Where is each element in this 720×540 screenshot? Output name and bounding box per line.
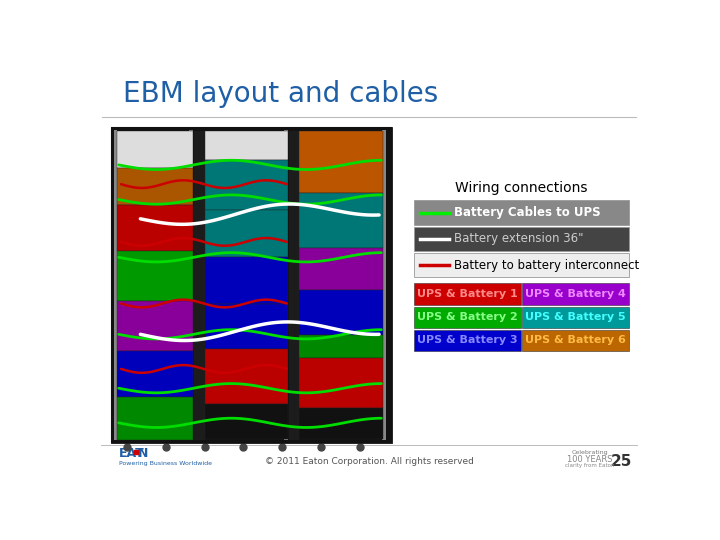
Text: UPS & Battery 6: UPS & Battery 6 — [525, 335, 626, 346]
Bar — [112, 128, 391, 442]
Bar — [117, 131, 193, 168]
Text: Battery Cables to UPS: Battery Cables to UPS — [454, 206, 601, 219]
Text: UPS & Battery 2: UPS & Battery 2 — [417, 312, 518, 322]
Text: Wiring connections: Wiring connections — [456, 181, 588, 195]
Text: UPS & Battery 3: UPS & Battery 3 — [417, 335, 518, 346]
Bar — [414, 330, 521, 351]
Bar — [204, 404, 289, 439]
Bar — [117, 251, 193, 301]
Text: N: N — [138, 447, 148, 460]
Text: 25: 25 — [611, 454, 632, 469]
Bar — [289, 130, 300, 440]
Bar — [204, 256, 289, 304]
Text: © 2011 Eaton Corporation. All rights reserved: © 2011 Eaton Corporation. All rights res… — [264, 457, 474, 466]
Text: Battery to battery interconnect: Battery to battery interconnect — [454, 259, 639, 272]
Bar — [300, 408, 383, 439]
Bar — [193, 130, 204, 440]
Bar — [522, 284, 629, 305]
Text: UPS & Battery 4: UPS & Battery 4 — [525, 289, 626, 299]
Bar — [414, 253, 629, 278]
Bar — [414, 284, 521, 305]
Bar — [300, 335, 383, 358]
Bar — [204, 131, 289, 160]
Text: Battery extension 36": Battery extension 36" — [454, 232, 584, 245]
Bar — [414, 200, 629, 225]
Text: 100 YEARS: 100 YEARS — [567, 455, 613, 463]
Text: Powering Business Worldwide: Powering Business Worldwide — [119, 461, 212, 466]
Bar — [300, 193, 383, 248]
Bar — [522, 330, 629, 351]
Bar — [300, 291, 383, 335]
Bar — [112, 128, 391, 442]
Bar — [382, 130, 386, 440]
Bar — [204, 304, 289, 349]
Bar — [117, 397, 193, 440]
Text: UPS & Battery 5: UPS & Battery 5 — [525, 312, 626, 322]
Bar — [114, 130, 117, 440]
Text: clarity from Eaton: clarity from Eaton — [565, 463, 615, 469]
Text: EBM layout and cables: EBM layout and cables — [122, 80, 438, 108]
Bar — [204, 349, 289, 404]
Bar — [414, 307, 521, 328]
Bar — [117, 168, 193, 205]
Bar — [284, 130, 289, 440]
Bar — [414, 226, 629, 251]
Text: EAT: EAT — [119, 447, 145, 460]
Text: Celebrating: Celebrating — [572, 450, 608, 455]
Bar — [522, 307, 629, 328]
Bar — [204, 211, 289, 256]
Bar — [117, 351, 193, 397]
Text: UPS & Battery 1: UPS & Battery 1 — [417, 289, 518, 299]
Bar — [117, 301, 193, 351]
Bar — [300, 131, 383, 193]
Bar — [117, 205, 193, 251]
Bar — [204, 160, 289, 211]
Bar — [189, 130, 193, 440]
Bar — [300, 358, 383, 408]
Bar — [300, 248, 383, 291]
